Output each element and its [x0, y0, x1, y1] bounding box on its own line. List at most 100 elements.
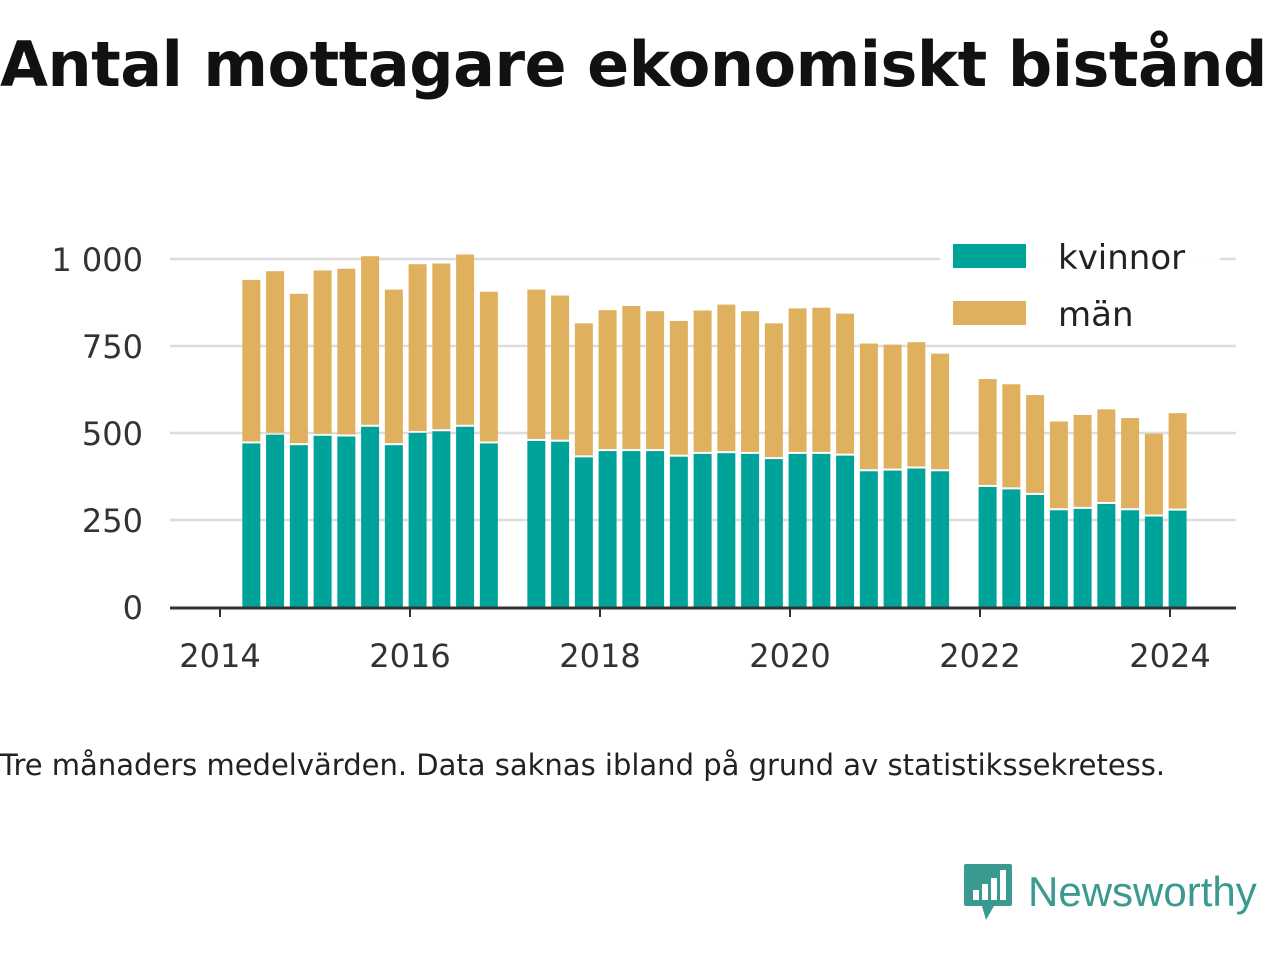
- bar-kvinnor: [1168, 510, 1187, 607]
- bar-man: [1049, 421, 1068, 509]
- bar-man: [479, 291, 498, 442]
- bar-kvinnor: [646, 451, 665, 607]
- stacked-bar-chart: 0 250 500 750 1 000 2014 2016 2018 2020 2022 2024…: [51, 232, 1236, 675]
- bar-kvinnor: [883, 470, 902, 607]
- bar-man: [1121, 418, 1140, 509]
- bar-kvinnor: [242, 443, 261, 607]
- bar-man: [693, 310, 712, 452]
- bar-kvinnor: [907, 468, 926, 607]
- x-tick-label: 2024: [1129, 637, 1210, 675]
- x-tick-label: 2022: [939, 637, 1020, 675]
- bar-kvinnor: [741, 453, 760, 607]
- legend: kvinnor män: [940, 232, 1220, 342]
- bar-man: [408, 264, 427, 431]
- y-tick-label: 750: [82, 328, 143, 366]
- logo-text: Newsworthy: [1028, 868, 1257, 915]
- x-axis-ticks: 2014 2016 2018 2020 2022 2024: [179, 607, 1211, 675]
- bar-kvinnor: [408, 433, 427, 607]
- bar-kvinnor: [432, 431, 451, 607]
- x-tick-label: 2018: [559, 637, 640, 675]
- bar-man: [978, 379, 997, 485]
- bar-man: [551, 295, 570, 440]
- bar-kvinnor: [812, 453, 831, 607]
- bar-man: [764, 323, 783, 458]
- legend-label-man: män: [1058, 295, 1134, 335]
- bar-kvinnor: [978, 486, 997, 607]
- bar-man: [646, 311, 665, 450]
- bar-kvinnor: [1073, 508, 1092, 607]
- bar-kvinnor: [1144, 516, 1163, 607]
- bar-kvinnor: [456, 426, 475, 607]
- legend-swatch-kvinnor: [953, 244, 1026, 268]
- chart-caption: Tre månaders medelvärden. Data saknas ib…: [0, 748, 1166, 782]
- bar-man: [1168, 413, 1187, 509]
- bar-kvinnor: [289, 445, 308, 607]
- bar-man: [1097, 409, 1116, 502]
- y-tick-label: 250: [82, 502, 143, 540]
- bar-kvinnor: [717, 453, 736, 607]
- legend-swatch-man: [953, 301, 1026, 325]
- bar-kvinnor: [693, 453, 712, 607]
- newsworthy-bar-chart-icon: [964, 864, 1012, 920]
- bar-man: [883, 344, 902, 469]
- bar-kvinnor: [1121, 510, 1140, 607]
- bar-man: [1002, 384, 1021, 488]
- bar-kvinnor: [931, 471, 950, 607]
- y-axis-labels: 0 250 500 750 1 000: [51, 241, 143, 627]
- x-tick-label: 2014: [179, 637, 260, 675]
- bar-man: [1144, 433, 1163, 515]
- y-tick-label: 0: [123, 589, 143, 627]
- bar-man: [669, 320, 688, 455]
- newsworthy-logo: Newsworthy: [962, 862, 1257, 922]
- bar-man: [598, 310, 617, 450]
- bar-man: [1073, 414, 1092, 507]
- chart-title: Antal mottagare ekonomiskt bistånd: [0, 28, 1267, 101]
- bar-man: [266, 271, 285, 433]
- bar-kvinnor: [622, 451, 641, 607]
- bar-kvinnor: [1097, 503, 1116, 607]
- bar-man: [836, 313, 855, 454]
- legend-label-kvinnor: kvinnor: [1058, 238, 1185, 278]
- bar-man: [289, 293, 308, 444]
- bar-man: [313, 270, 332, 434]
- bar-man: [574, 323, 593, 456]
- bar-man: [1026, 395, 1045, 493]
- bar-man: [859, 343, 878, 470]
- bar-kvinnor: [1002, 489, 1021, 607]
- bar-kvinnor: [669, 456, 688, 607]
- bar-kvinnor: [598, 451, 617, 607]
- bar-kvinnor: [527, 441, 546, 607]
- x-tick-label: 2020: [749, 637, 830, 675]
- y-tick-label: 1 000: [51, 241, 143, 279]
- bar-kvinnor: [551, 441, 570, 607]
- bar-man: [432, 263, 451, 430]
- bar-man: [907, 342, 926, 467]
- bar-kvinnor: [788, 453, 807, 607]
- bar-kvinnor: [1049, 510, 1068, 607]
- bar-kvinnor: [337, 436, 356, 607]
- bar-man: [242, 279, 261, 442]
- bar-kvinnor: [384, 445, 403, 607]
- bar-man: [931, 353, 950, 470]
- bar-kvinnor: [836, 455, 855, 607]
- bar-kvinnor: [361, 426, 380, 607]
- bar-man: [717, 304, 736, 452]
- y-tick-label: 500: [82, 415, 143, 453]
- bar-kvinnor: [313, 435, 332, 607]
- bar-kvinnor: [479, 443, 498, 607]
- bar-man: [812, 307, 831, 452]
- bar-kvinnor: [764, 459, 783, 607]
- bars: [242, 254, 1187, 607]
- bar-kvinnor: [266, 434, 285, 607]
- bar-man: [456, 254, 475, 425]
- bar-man: [384, 289, 403, 444]
- bar-man: [622, 305, 641, 450]
- x-tick-label: 2016: [369, 637, 450, 675]
- bar-kvinnor: [859, 471, 878, 607]
- bar-man: [337, 268, 356, 435]
- bar-kvinnor: [1026, 494, 1045, 607]
- bar-man: [788, 308, 807, 452]
- bar-man: [361, 256, 380, 425]
- bar-man: [741, 311, 760, 452]
- bar-man: [527, 289, 546, 440]
